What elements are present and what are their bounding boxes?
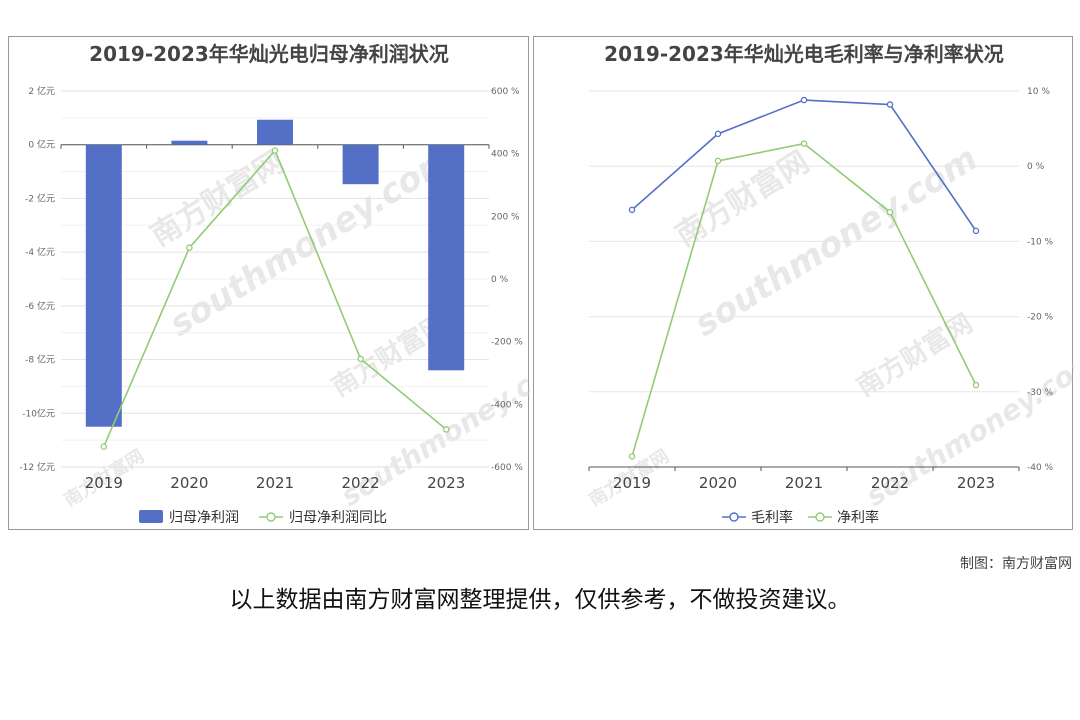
right-axis-tick: 10 % (1027, 87, 1050, 97)
legend-line-marker (815, 512, 825, 522)
series-point-0-2023 (972, 227, 980, 235)
right-axis-tick: -400 % (491, 400, 523, 410)
right-axis-tick: 400 % (491, 150, 520, 160)
x-axis-label: 2019 (85, 474, 123, 492)
right-axis-tick: 0 % (491, 275, 509, 285)
right-axis-tick: -10 % (1027, 237, 1054, 247)
bar-2021 (257, 119, 293, 145)
series-point-1-2020 (714, 157, 722, 165)
left-axis-tick: 2 亿元 (28, 85, 55, 97)
x-axis-label: 2023 (427, 474, 465, 492)
series-point-1-2021 (800, 140, 808, 147)
right-axis-tick: -30 % (1027, 388, 1054, 398)
disclaimer-text: 以上数据由南方财富网整理提供，仅供参考，不做投资建议。 (229, 587, 851, 613)
bar-2020 (171, 140, 208, 145)
right-axis-tick: -600 % (491, 463, 523, 473)
yoy-point-2019 (100, 443, 108, 450)
yoy-point-2022 (357, 355, 364, 363)
margin-chart: 南方财富网南方财富网南方财富网southmoney.comsouthmoney.… (585, 42, 1074, 526)
x-axis-label: 2021 (256, 474, 294, 492)
legend: 毛利率 净利率 (722, 509, 879, 526)
watermark-domain: southmoney.com (163, 138, 460, 344)
left-axis-tick: -8 亿元 (25, 354, 55, 366)
bar-2023 (428, 144, 465, 371)
right-chart-panel: 南方财富网 南方财富网 南方财富网 southmoney.com southmoney.… (533, 36, 1074, 530)
x-axis-label: 2020 (699, 474, 737, 492)
legend-label: 净利率 (837, 509, 879, 526)
right-axis-tick: 200 % (491, 212, 520, 222)
left-axis-tick: -12 亿元 (19, 461, 55, 473)
series-point-0-2020 (714, 130, 722, 138)
series-point-1-2023 (972, 381, 980, 389)
left-axis-tick: -6 亿元 (25, 300, 55, 312)
yoy-point-2020 (186, 244, 193, 251)
series-point-1-2022 (886, 208, 894, 216)
watermark-brand: 南方财富网 (851, 308, 978, 403)
x-axis-label: 2021 (785, 474, 823, 492)
right-axis-tick: -40 % (1027, 463, 1054, 473)
watermark-brand: 南方财富网 (670, 145, 816, 254)
profit-chart: 南方财富网南方财富网南方财富网southmoney.comsouthmoney.… (19, 42, 530, 526)
left-axis-tick: 0 亿元 (28, 139, 55, 151)
watermark-brand: 南方财富网 (145, 145, 291, 254)
left-axis-tick: -10亿元 (22, 407, 55, 419)
legend-label: 归母净利润同比 (289, 509, 387, 526)
legend-line-marker (729, 512, 739, 522)
x-axis-label: 2022 (342, 474, 380, 492)
right-axis-tick: 0 % (1027, 162, 1045, 172)
right-axis-tick: 600 % (491, 87, 520, 97)
legend-label: 归母净利润 (169, 509, 239, 526)
right-axis-tick: -200 % (491, 338, 523, 348)
legend-line-marker (266, 512, 276, 522)
yoy-point-2021 (271, 147, 279, 154)
series-point-0-2021 (800, 96, 808, 104)
bar-2019 (85, 144, 122, 427)
left-axis-tick: -4 亿元 (25, 246, 55, 258)
series-point-0-2022 (886, 101, 894, 108)
left-chart-panel: 南方财富网 南方财富网 南方财富网 southmoney.com southmoney.… (8, 36, 530, 530)
x-axis-label: 2020 (170, 474, 208, 492)
left-axis-tick: -2 亿元 (25, 192, 55, 204)
legend: 归母净利润 归母净利润同比 (139, 509, 387, 526)
watermark-group: 南方财富网南方财富网南方财富网southmoney.comsouthmoney.… (585, 138, 1074, 513)
chart-title: 2019-2023年华灿光电毛利率与净利率状况 (604, 42, 1004, 66)
x-axis-label: 2022 (871, 474, 909, 492)
series-point-0-2019 (628, 206, 636, 214)
series-point-1-2019 (628, 453, 636, 460)
x-axis-label: 2019 (613, 474, 651, 492)
bar-2022 (342, 144, 379, 185)
legend-label: 毛利率 (751, 509, 793, 526)
chart-title: 2019-2023年华灿光电归母净利润状况 (89, 42, 449, 66)
right-axis-tick: -20 % (1027, 313, 1054, 323)
yoy-point-2023 (442, 426, 450, 433)
chart-credit: 制图：南方财富网 (960, 556, 1072, 572)
legend-bar-swatch (139, 510, 163, 523)
x-axis-label: 2023 (957, 474, 995, 492)
